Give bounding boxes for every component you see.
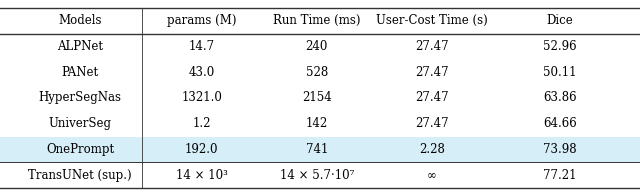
Text: PANet: PANet: [61, 66, 99, 79]
Text: Models: Models: [58, 14, 102, 27]
Text: Run Time (ms): Run Time (ms): [273, 14, 360, 27]
Text: 64.66: 64.66: [543, 117, 577, 130]
Text: User-Cost Time (s): User-Cost Time (s): [376, 14, 488, 27]
Text: 2154: 2154: [302, 91, 332, 105]
Text: 50.11: 50.11: [543, 66, 577, 79]
Text: 14 × 5.7·10⁷: 14 × 5.7·10⁷: [280, 169, 354, 182]
Text: TransUNet (sup.): TransUNet (sup.): [28, 169, 132, 182]
Text: Dice: Dice: [547, 14, 573, 27]
Text: 142: 142: [306, 117, 328, 130]
Text: 73.98: 73.98: [543, 143, 577, 156]
Text: 741: 741: [306, 143, 328, 156]
Text: ∞: ∞: [427, 169, 437, 182]
Bar: [0, 137, 640, 162]
Text: 27.47: 27.47: [415, 66, 449, 79]
Text: params (M): params (M): [167, 14, 236, 27]
Text: OnePrompt: OnePrompt: [46, 143, 114, 156]
Text: 240: 240: [306, 40, 328, 53]
Text: 52.96: 52.96: [543, 40, 577, 53]
Text: 1321.0: 1321.0: [181, 91, 222, 105]
Text: 192.0: 192.0: [185, 143, 218, 156]
Text: 27.47: 27.47: [415, 40, 449, 53]
Text: 77.21: 77.21: [543, 169, 577, 182]
Text: 528: 528: [306, 66, 328, 79]
Text: HyperSegNas: HyperSegNas: [38, 91, 122, 105]
Text: 27.47: 27.47: [415, 91, 449, 105]
Text: ALPNet: ALPNet: [57, 40, 103, 53]
Text: 27.47: 27.47: [415, 117, 449, 130]
Text: UniverSeg: UniverSeg: [49, 117, 111, 130]
Text: 14 × 10³: 14 × 10³: [175, 169, 228, 182]
Text: 2.28: 2.28: [419, 143, 445, 156]
Text: 1.2: 1.2: [193, 117, 211, 130]
Text: 63.86: 63.86: [543, 91, 577, 105]
Text: 14.7: 14.7: [189, 40, 214, 53]
Text: 43.0: 43.0: [188, 66, 215, 79]
